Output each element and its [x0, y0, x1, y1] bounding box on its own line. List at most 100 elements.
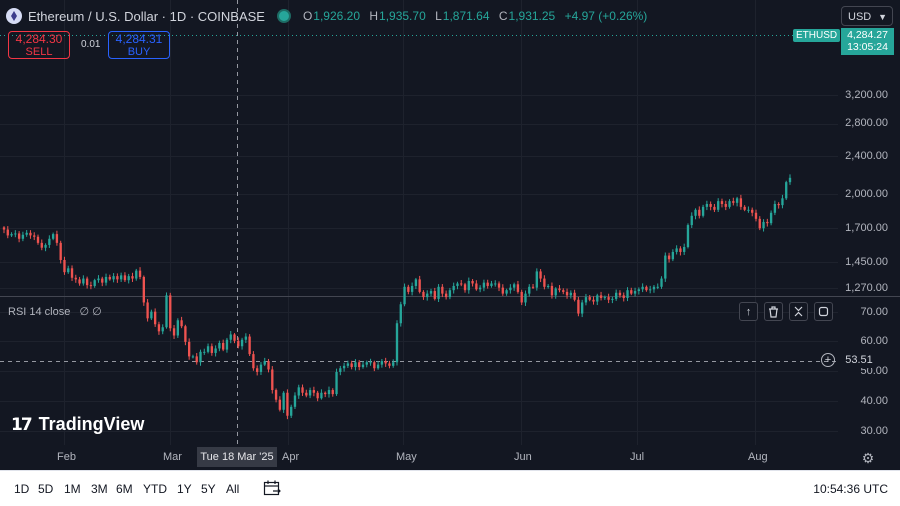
add-alert-plus-icon[interactable]: +: [821, 353, 835, 367]
candle-body: [584, 297, 588, 303]
candle: [554, 287, 557, 299]
bar-countdown: 13:05:24: [847, 41, 888, 53]
crosshair-price-tag: 53.51: [842, 353, 876, 368]
candle-body: [535, 271, 538, 288]
candle: [218, 340, 221, 352]
candle: [74, 274, 77, 283]
utc-clock[interactable]: 10:54:36 UTC: [813, 482, 888, 496]
symbol-title[interactable]: Ethereum / U.S. Dollar · 1D · COINBASE: [28, 8, 265, 24]
delete-pane-button[interactable]: [764, 302, 783, 321]
candle: [229, 330, 232, 344]
candle-body: [679, 248, 682, 252]
candle-body: [743, 206, 746, 210]
candle-body: [497, 283, 501, 288]
candle-body: [399, 304, 402, 324]
candle: [584, 293, 588, 306]
candle: [720, 198, 724, 208]
candle: [622, 292, 625, 302]
candle-body: [184, 326, 187, 342]
candle: [274, 388, 278, 403]
collapse-pane-button[interactable]: [789, 302, 808, 321]
candle-body: [361, 364, 365, 368]
candle: [153, 308, 157, 327]
candle: [104, 273, 108, 286]
candle-body: [358, 362, 361, 368]
trash-icon: [769, 305, 778, 318]
candle: [709, 201, 712, 211]
range-1y-button[interactable]: 1Y: [177, 482, 192, 496]
tradingview-logo[interactable]: 17 TradingView: [11, 414, 144, 435]
candle: [395, 320, 399, 366]
candle-body: [441, 286, 444, 294]
candle-body: [376, 364, 380, 369]
candle: [717, 198, 720, 212]
candle-body: [222, 342, 225, 350]
candlestick-series[interactable]: [2, 174, 792, 420]
range-1m-button[interactable]: 1M: [64, 482, 81, 496]
candle-body: [615, 292, 618, 299]
candle: [354, 359, 357, 371]
candle: [550, 282, 554, 299]
candle-body: [580, 302, 584, 314]
candle-body: [104, 276, 108, 283]
candle-body: [456, 283, 459, 286]
candle-body: [460, 283, 463, 285]
candle-body: [426, 293, 429, 298]
currency-select[interactable]: USD ▼: [841, 6, 893, 26]
candle: [433, 287, 436, 301]
candle-body: [176, 320, 179, 336]
range-6m-button[interactable]: 6M: [116, 482, 133, 496]
candle: [388, 360, 391, 369]
candle-body: [346, 363, 350, 366]
rsi-legend[interactable]: RSI 14 close ∅ ∅: [8, 305, 102, 318]
range-5y-button[interactable]: 5Y: [201, 482, 216, 496]
candle: [410, 282, 414, 296]
move-pane-up-button[interactable]: ↑: [739, 302, 758, 321]
rsi-axis-label: 70.00: [860, 306, 888, 318]
time-axis-label: Aug: [748, 451, 768, 463]
candle-body: [108, 276, 111, 280]
symbol-header[interactable]: Ethereum / U.S. Dollar · 1D · COINBASE O…: [6, 6, 647, 26]
range-3m-button[interactable]: 3M: [91, 482, 108, 496]
candle: [17, 231, 21, 243]
chart-area[interactable]: Ethereum / U.S. Dollar · 1D · COINBASE O…: [0, 0, 900, 470]
chart-svg[interactable]: [0, 0, 900, 470]
calendar-range-icon[interactable]: [263, 480, 281, 496]
range-1d-button[interactable]: 1D: [14, 482, 30, 496]
candle: [573, 289, 576, 302]
candle: [429, 288, 433, 297]
candle-body: [297, 387, 300, 396]
candle: [565, 288, 569, 299]
range-ytd-button[interactable]: YTD: [143, 482, 167, 496]
candle-body: [558, 288, 561, 291]
change-value: +4.97 (+0.26%): [564, 9, 648, 23]
arrow-up-icon: ↑: [745, 305, 752, 318]
sell-button[interactable]: 4,284.30 SELL: [8, 31, 70, 59]
candle-body: [618, 292, 622, 296]
spread-value: 0.01: [81, 39, 101, 50]
candle: [463, 282, 467, 293]
rsi-axis-label: 60.00: [860, 335, 888, 347]
market-status-icon[interactable]: [276, 9, 291, 23]
candle: [535, 268, 538, 291]
rsi-axis-label: 50.00: [860, 365, 888, 377]
range-all-button[interactable]: All: [226, 482, 240, 496]
candle-body: [263, 361, 266, 365]
candle-body: [626, 290, 629, 298]
crosshair-date-tag: Tue 18 Mar '25: [197, 447, 277, 467]
candle-body: [683, 247, 686, 252]
candle-body: [554, 288, 557, 296]
range-5d-button[interactable]: 5D: [38, 482, 54, 496]
maximize-pane-button[interactable]: [814, 302, 833, 321]
candle: [667, 252, 671, 263]
candle: [369, 358, 372, 366]
candle: [539, 269, 542, 283]
candle-body: [59, 242, 62, 260]
buy-button[interactable]: 4,284.31 BUY: [108, 31, 170, 59]
candle-body: [6, 229, 9, 236]
gear-icon[interactable]: ⚙: [861, 450, 875, 466]
candle: [373, 360, 376, 372]
candle: [577, 296, 580, 317]
candle: [486, 279, 489, 289]
